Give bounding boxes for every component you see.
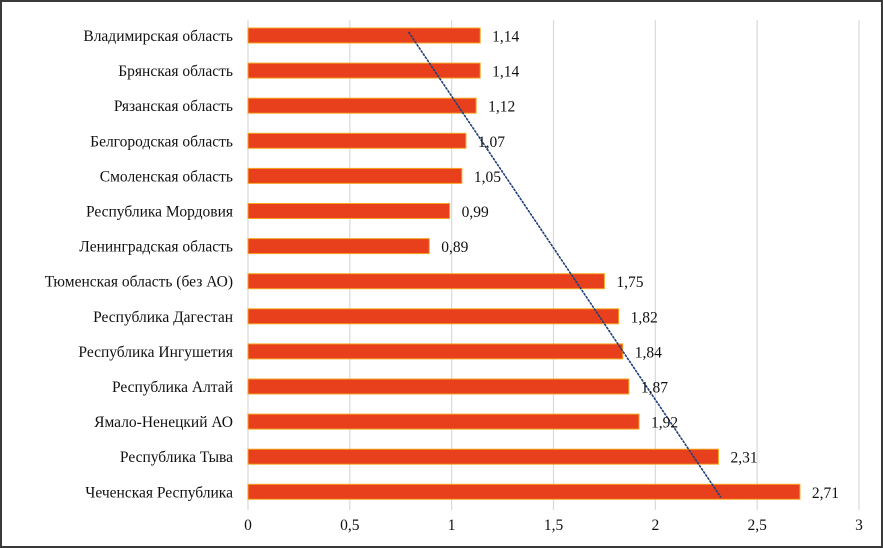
bar-2 (247, 97, 477, 114)
value-label: 2,31 (730, 450, 757, 467)
category-label: Чеченская Республика (85, 484, 233, 501)
bar-7 (247, 273, 605, 290)
value-label: 1,14 (492, 29, 519, 46)
category-label: Рязанская область (114, 98, 233, 115)
x-tick-label: 1 (448, 517, 456, 534)
value-label: 1,75 (616, 274, 643, 291)
value-label: 1,82 (631, 309, 658, 326)
category-label: Брянская область (118, 63, 233, 80)
x-tick-label: 3 (855, 517, 863, 534)
x-tick-label: 2 (651, 517, 659, 534)
category-label: Тюменская область (без АО) (45, 274, 233, 291)
category-label: Смоленская область (100, 168, 233, 185)
bar-9 (247, 343, 624, 360)
x-axis-tick-labels: 0 0,5 1 1,5 2 2,5 3 (244, 517, 863, 534)
category-label: Республика Дагестан (93, 309, 233, 326)
value-label: 1,05 (474, 169, 501, 186)
x-tick-label: 1,5 (544, 517, 564, 534)
value-label: 1,87 (641, 380, 668, 397)
x-tick-label: 0 (244, 517, 252, 534)
bar-11 (247, 413, 640, 430)
bar-1 (247, 62, 481, 79)
value-label: 1,84 (635, 344, 662, 361)
bar-4 (247, 167, 463, 184)
gridlines (247, 20, 860, 510)
category-labels: Владимирская область Брянская область Ряза… (45, 28, 233, 501)
value-label: 0,89 (441, 239, 468, 256)
bar-12 (247, 448, 719, 465)
bars (247, 27, 801, 500)
category-label: Владимирская область (83, 28, 233, 45)
value-label: 1,12 (488, 99, 515, 116)
category-label: Республика Ингушетия (78, 344, 233, 361)
bar-8 (247, 308, 620, 325)
category-label: Ленинградская область (79, 239, 233, 256)
value-label: 2,71 (812, 485, 839, 502)
category-label: Белгородская область (90, 133, 233, 150)
bar-0 (247, 27, 481, 44)
value-label: 1,92 (651, 415, 678, 432)
value-label: 1,14 (492, 64, 519, 81)
bar-3 (247, 132, 467, 149)
value-labels: 1,14 1,14 1,12 1,07 1,05 0,99 0,89 1,75 1,82 1,84… (441, 29, 839, 502)
category-label: Республика Тыва (120, 449, 233, 466)
trendline (408, 31, 722, 498)
category-label: Республика Мордовия (86, 204, 233, 221)
bar-10 (247, 378, 630, 395)
value-label: 1,07 (478, 134, 505, 151)
category-label: Ямало-Ненецкий АО (94, 414, 233, 431)
x-tick-label: 0,5 (340, 517, 360, 534)
category-label: Республика Алтай (112, 379, 233, 396)
bar-13 (247, 483, 801, 500)
bar-5 (247, 203, 451, 219)
trendline-group (408, 31, 722, 498)
bar-6 (247, 238, 430, 255)
value-label: 0,99 (462, 204, 489, 221)
x-tick-label: 2,5 (747, 517, 767, 534)
